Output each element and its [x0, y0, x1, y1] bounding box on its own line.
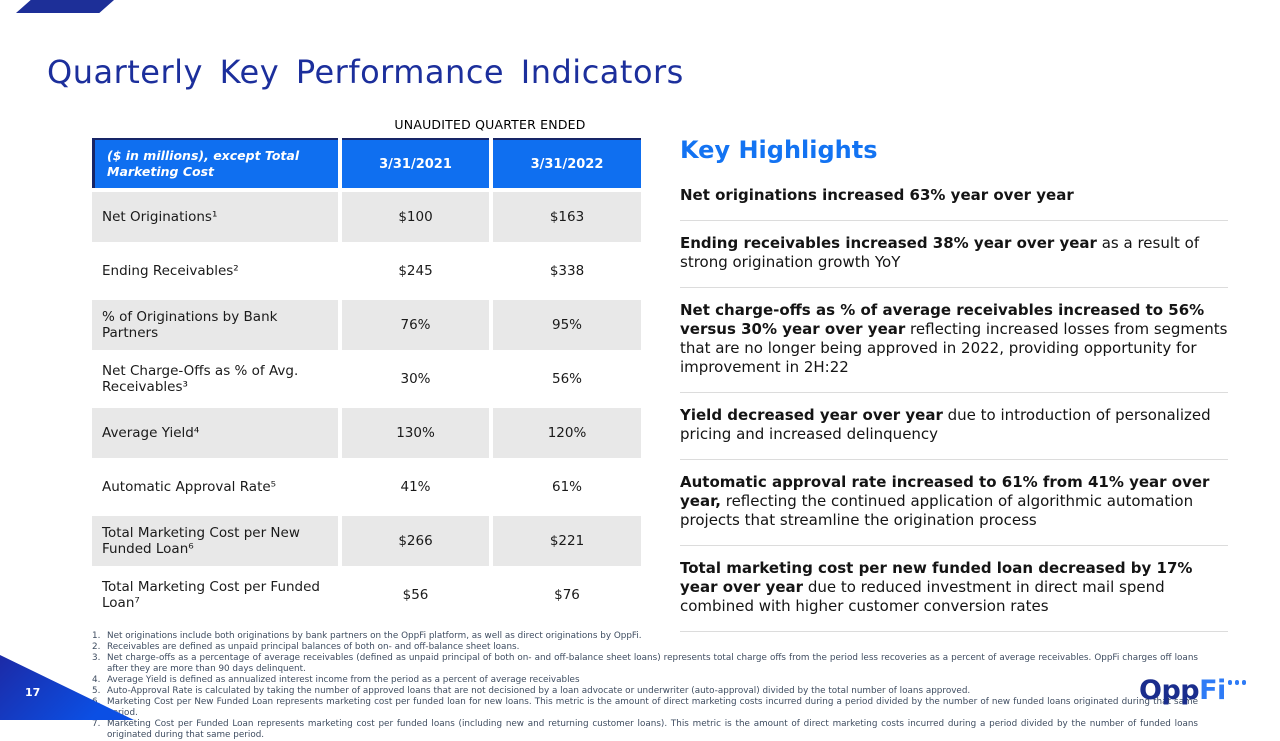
logo-text-opp: Opp: [1139, 675, 1200, 706]
highlight-item: Ending receivables increased 38% year ov…: [680, 221, 1228, 288]
kpi-table: ($ in millions), except Total Marketing …: [92, 138, 641, 620]
logo-text-fi: Fi: [1199, 675, 1226, 706]
table-cell-value: 130%: [342, 408, 489, 458]
highlight-bold-text: Yield decreased year over year: [680, 406, 943, 424]
table-cell-value: 56%: [493, 354, 641, 404]
footnote: 3. Net charge-offs as a percentage of ave…: [92, 653, 1198, 675]
footnote-text: Marketing Cost per Funded Loan represent…: [107, 719, 1198, 740]
highlight-item: Net originations increased 63% year over…: [680, 173, 1228, 221]
footnote: 5. Auto-Approval Rate is calculated by ta…: [92, 686, 1198, 697]
table-header-label: ($ in millions), except Total Marketing …: [92, 138, 338, 188]
footnote-text: Marketing Cost per New Funded Loan repre…: [107, 697, 1198, 718]
footnote-number: 1.: [92, 631, 101, 641]
table-row-label: Total Marketing Cost per Funded Loan⁷: [92, 570, 338, 620]
table-row-label: Automatic Approval Rate⁵: [92, 462, 338, 512]
footnote-number: 4.: [92, 675, 101, 685]
table-cell-value: 95%: [493, 300, 641, 350]
table-header-2021: 3/31/2021: [342, 138, 489, 188]
table-cell-value: 61%: [493, 462, 641, 512]
footnote-number: 3.: [92, 653, 101, 663]
highlight-bold-text: Net charge-offs as % of average receivab…: [680, 301, 1205, 338]
page-number: 17: [25, 686, 41, 699]
footnotes: 1. Net originations include both originat…: [92, 631, 1198, 741]
table-row-label: % of Originations by Bank Partners: [92, 300, 338, 350]
footnote-text: Average Yield is defined as annualized i…: [107, 675, 580, 685]
footnote: 4. Average Yield is defined as annualized…: [92, 675, 1198, 686]
table-cell-value: $266: [342, 516, 489, 566]
table-header-2022: 3/31/2022: [493, 138, 641, 188]
oppfi-logo: Opp Fi: [1139, 675, 1247, 706]
table-row-label: Average Yield⁴: [92, 408, 338, 458]
table-cell-value: $100: [342, 192, 489, 242]
footnote: 1. Net originations include both originat…: [92, 631, 1198, 642]
highlight-regular-text: reflecting the continued application of …: [680, 492, 1194, 529]
footnote-text: Net originations include both originatio…: [107, 631, 642, 641]
footnote-text: Auto-Approval Rate is calculated by taki…: [107, 686, 971, 696]
highlight-item: Yield decreased year over year due to in…: [680, 393, 1228, 460]
table-cell-value: $221: [493, 516, 641, 566]
logo-dots-icon: [1227, 680, 1247, 685]
highlight-regular-text: reflecting increased losses from segment…: [680, 320, 1228, 376]
table-caption: UNAUDITED QUARTER ENDED: [394, 117, 586, 132]
footnote: 7. Marketing Cost per Funded Loan represe…: [92, 719, 1198, 741]
footnote-number: 2.: [92, 642, 101, 652]
top-left-accent-shape: [16, 0, 114, 13]
highlight-bold-text: Total marketing cost per new funded loan…: [680, 559, 1193, 596]
footnote: 2. Receivables are defined as unpaid prin…: [92, 642, 1198, 653]
highlight-bold-text: Ending receivables increased 38% year ov…: [680, 234, 1097, 252]
key-highlights-title: Key Highlights: [680, 136, 878, 164]
table-cell-value: $245: [342, 246, 489, 296]
highlight-bold-text: Automatic approval rate increased to 61%…: [680, 473, 1210, 510]
table-cell-value: 76%: [342, 300, 489, 350]
highlight-regular-text: due to introduction of personalized pric…: [680, 406, 1211, 443]
table-row-label: Ending Receivables²: [92, 246, 338, 296]
footnote-number: 5.: [92, 686, 101, 696]
highlight-item: Total marketing cost per new funded loan…: [680, 546, 1228, 632]
table-cell-value: $338: [493, 246, 641, 296]
table-cell-value: $56: [342, 570, 489, 620]
table-row-label: Total Marketing Cost per New Funded Loan…: [92, 516, 338, 566]
footnote-number: 7.: [92, 719, 101, 729]
table-row-label: Net Originations¹: [92, 192, 338, 242]
table-cell-value: 30%: [342, 354, 489, 404]
highlight-regular-text: as a result of strong origination growth…: [680, 234, 1200, 271]
highlight-regular-text: due to reduced investment in direct mail…: [680, 578, 1165, 615]
table-cell-value: $163: [493, 192, 641, 242]
highlight-item: Net charge-offs as % of average receivab…: [680, 288, 1228, 393]
footnote-text: Receivables are defined as unpaid princi…: [107, 642, 520, 652]
highlight-item: Automatic approval rate increased to 61%…: [680, 460, 1228, 546]
table-cell-value: 41%: [342, 462, 489, 512]
table-cell-value: 120%: [493, 408, 641, 458]
highlight-bold-text: Net originations increased 63% year over…: [680, 186, 1074, 204]
table-row-label: Net Charge-Offs as % of Avg. Receivables…: [92, 354, 338, 404]
table-cell-value: $76: [493, 570, 641, 620]
footnote-text: Net charge-offs as a percentage of avera…: [107, 653, 1198, 674]
footnote: 6.Marketing Cost per New Funded Loan rep…: [92, 697, 1198, 719]
key-highlights-panel: Key Highlights Net originations increase…: [680, 136, 1228, 632]
page-title: Quarterly Key Performance Indicators: [47, 53, 684, 91]
